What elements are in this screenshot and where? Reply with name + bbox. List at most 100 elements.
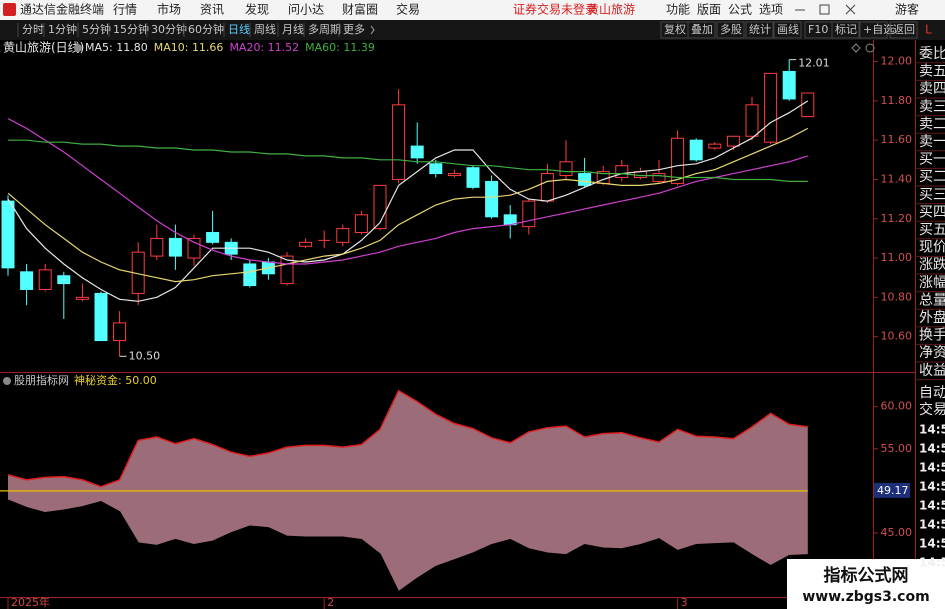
candle-body: [745, 104, 759, 137]
maximize[interactable]: [819, 4, 830, 15]
watermark-url: www.zbgs3.com: [802, 589, 929, 605]
period-tab[interactable]: 15分钟: [113, 22, 149, 36]
y-tick-label: 10.80: [881, 290, 913, 303]
y-tick-label: 12.00: [881, 55, 913, 68]
tick-time: 14:56: [919, 499, 945, 513]
quote-label: 现价: [919, 240, 945, 256]
candle-body: [689, 139, 703, 161]
action-item[interactable]: 标记: [835, 22, 857, 36]
menu-item[interactable]: 行情: [113, 3, 137, 17]
candle-body: [782, 70, 796, 100]
user[interactable]: 游客: [895, 2, 919, 17]
trade-label[interactable]: 交易: [919, 401, 945, 418]
period-tab[interactable]: 分时: [22, 23, 44, 36]
indicator-source: 股朋指标网: [14, 373, 69, 387]
action-button: [831, 21, 860, 39]
action-item[interactable]: +自选: [863, 23, 894, 36]
y-tick-label: 45.00: [881, 526, 913, 539]
action-button: [716, 21, 745, 39]
period-tab[interactable]: 周线: [254, 22, 276, 36]
candle-body: [429, 163, 443, 175]
y-tick-label: 11.40: [881, 172, 913, 185]
legend-separator: :: [185, 41, 192, 54]
candle-body: [187, 237, 201, 259]
legend-name: MA5: [85, 41, 109, 54]
menu-item[interactable]: 资讯: [200, 3, 224, 17]
y-tick-label: 11.80: [881, 94, 913, 107]
candle-body: [94, 292, 108, 342]
candle-body: [652, 173, 666, 182]
trade-status[interactable]: 证券交易未登录: [513, 2, 597, 17]
legend-separator: :: [336, 41, 343, 54]
legend-separator: :: [260, 41, 267, 54]
indicator-separator: :: [118, 374, 125, 387]
candle-body: [615, 165, 629, 179]
period-tab[interactable]: 30分钟: [151, 22, 187, 36]
quote-label: 买四: [919, 204, 945, 220]
auto-label[interactable]: 自动: [919, 385, 945, 401]
candle-body: [708, 143, 722, 149]
tool-item[interactable]: 版面: [697, 3, 721, 17]
y-tick-label: 11.00: [881, 251, 913, 264]
period-tab[interactable]: 日线: [228, 22, 250, 36]
period-tab[interactable]: 更多: [343, 22, 365, 36]
period-tab[interactable]: 60分钟: [188, 22, 224, 36]
ma-line: [7, 118, 808, 265]
tool-item[interactable]: 选项: [759, 3, 783, 17]
period-tab[interactable]: 月线: [282, 22, 304, 36]
quote-label: 换手: [919, 327, 945, 344]
close-icon[interactable]: [865, 43, 875, 53]
tool-item[interactable]: 公式: [728, 3, 752, 17]
menu-item[interactable]: 市场: [157, 2, 181, 17]
action-item[interactable]: 画线: [777, 22, 799, 36]
more-arrow: [370, 25, 375, 35]
action-button: [745, 21, 774, 39]
stock-name: 黄山旅游: [587, 3, 635, 17]
y-tick-label: 10.60: [881, 330, 913, 343]
y-tick-label: 11.60: [881, 133, 913, 146]
period-tab[interactable]: 1分钟: [48, 22, 77, 36]
indicator-name: 神秘资金: [74, 373, 118, 387]
close[interactable]: [845, 4, 856, 15]
legend-name: MA60: [305, 41, 336, 54]
toolbar: [0, 20, 945, 40]
action-item[interactable]: 叠加: [691, 23, 713, 36]
level-tag: L: [925, 23, 932, 37]
app-logo: [3, 3, 16, 16]
y-tick-label: 55.00: [881, 442, 913, 455]
ma-line: [7, 127, 809, 283]
action-item[interactable]: 复权: [664, 22, 686, 36]
action-item[interactable]: 多股: [720, 22, 742, 36]
tick-time: 14:56: [919, 556, 945, 570]
menu-item[interactable]: 发现: [245, 2, 269, 17]
action-item[interactable]: 返回: [893, 23, 915, 36]
candle-body: [671, 137, 685, 184]
settings-icon[interactable]: [74, 44, 82, 52]
low-label: 10.50: [129, 349, 161, 362]
candle-body: [354, 214, 368, 234]
legend-name: MA10: [154, 41, 185, 54]
period-tab[interactable]: 5分钟: [82, 22, 111, 36]
action-item[interactable]: 统计: [749, 23, 771, 36]
action-button: [773, 21, 802, 39]
tick-time: 14:56: [919, 442, 945, 456]
period-tab[interactable]: 多周期: [308, 22, 341, 36]
cursor-label: 49.17: [877, 484, 909, 497]
menu-item[interactable]: 交易: [396, 2, 420, 17]
candle-body: [726, 135, 740, 147]
quote-label: 卖一: [919, 134, 945, 150]
menu-item[interactable]: 财富圈: [342, 2, 378, 17]
settings-icon[interactable]: [3, 377, 11, 385]
menu-item[interactable]: 问小达: [288, 3, 324, 17]
quote-label: 买二: [919, 169, 945, 185]
candle-body: [447, 173, 461, 177]
candle-body: [243, 263, 257, 287]
tick-time: 14:56: [919, 461, 945, 475]
chart-title: 黄山旅游(日线): [3, 41, 84, 55]
tool-item[interactable]: 功能: [666, 3, 690, 17]
candle-body: [392, 104, 406, 180]
action-item[interactable]: F10: [808, 23, 828, 36]
diamond-icon[interactable]: [851, 43, 861, 53]
candle-body: [559, 161, 573, 177]
